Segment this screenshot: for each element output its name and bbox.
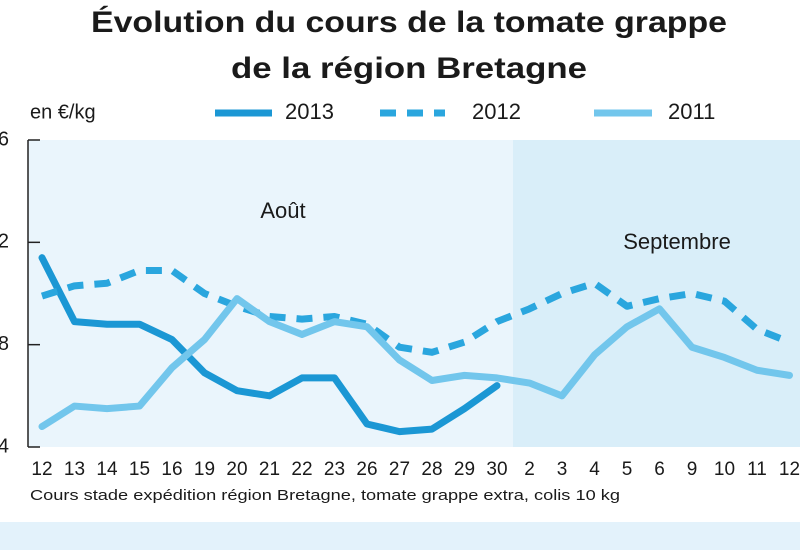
y-tick-label: 8: [0, 333, 9, 355]
x-tick-label: 27: [389, 459, 410, 480]
x-tick-label: 10: [714, 459, 735, 480]
y-tick-label: 2: [0, 231, 9, 253]
x-tick-label: 4: [589, 459, 600, 480]
x-tick-label: 14: [96, 459, 118, 480]
x-tick-label: 2: [524, 459, 535, 480]
august-band: [28, 140, 513, 447]
legend-label: 2012: [472, 99, 521, 124]
x-tick-label: 9: [687, 459, 698, 480]
y-tick-label: 6: [0, 128, 9, 150]
x-tick-label: 5: [622, 459, 633, 480]
x-tick-label: 19: [194, 459, 215, 480]
bottom-strip: [0, 522, 800, 550]
legend-label: 2011: [668, 99, 715, 124]
x-tick-label: 23: [324, 459, 345, 480]
x-tick-label: 20: [226, 459, 247, 480]
x-tick-label: 22: [291, 459, 312, 480]
x-tick-label: 3: [557, 459, 568, 480]
x-tick-label: 21: [259, 459, 280, 480]
series-line: [38, 254, 501, 436]
legend-label: 2013: [285, 99, 334, 124]
chart-title: Évolution du cours de la tomate grappe: [91, 5, 727, 39]
x-tick-label: 12: [31, 459, 52, 480]
x-tick-label: 16: [161, 459, 182, 480]
x-tick-label: 29: [454, 459, 475, 480]
x-tick-label: 12: [779, 459, 800, 480]
x-tick-label: 11: [747, 459, 767, 480]
x-tick-label: 28: [421, 459, 442, 480]
x-tick-label: 6: [654, 459, 665, 480]
chart-title: de la région Bretagne: [231, 52, 587, 85]
x-tick-label: 15: [129, 459, 150, 480]
x-tick-label: 13: [64, 459, 85, 480]
x-tick-label: 26: [356, 459, 377, 480]
series-line: [38, 295, 793, 431]
footnote: Cours stade expédition région Bretagne, …: [30, 487, 620, 504]
y-axis-label: en €/kg: [30, 101, 96, 123]
month-label: Août: [260, 198, 305, 223]
month-label: Septembre: [623, 229, 731, 254]
x-tick-label: 30: [486, 459, 507, 480]
y-tick-label: 4: [0, 435, 9, 457]
